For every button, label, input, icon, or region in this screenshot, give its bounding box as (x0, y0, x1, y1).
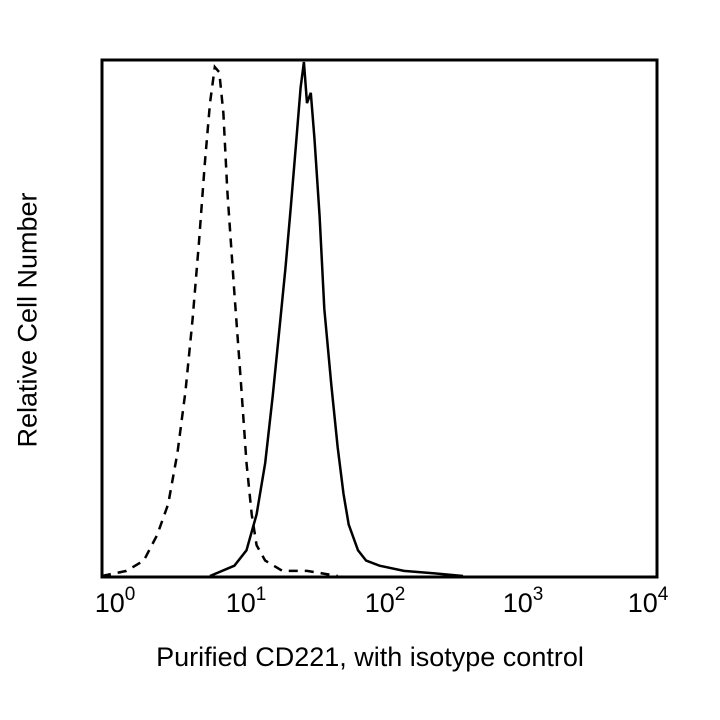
x-tick-1e2: 102 (364, 584, 406, 618)
series-cd221 (209, 61, 464, 578)
x-tick-1e4: 104 (627, 584, 669, 618)
x-axis-label: Purified CD221, with isotype control (156, 642, 584, 672)
x-tick-1e3: 103 (502, 584, 544, 618)
plot-frame (100, 58, 659, 579)
x-tick-1e0: 100 (94, 584, 136, 618)
y-axis-label: Relative Cell Number (12, 192, 43, 448)
x-tick-1e1: 101 (225, 584, 267, 618)
histogram-curves (101, 61, 464, 578)
series-isotype-control (101, 64, 338, 578)
